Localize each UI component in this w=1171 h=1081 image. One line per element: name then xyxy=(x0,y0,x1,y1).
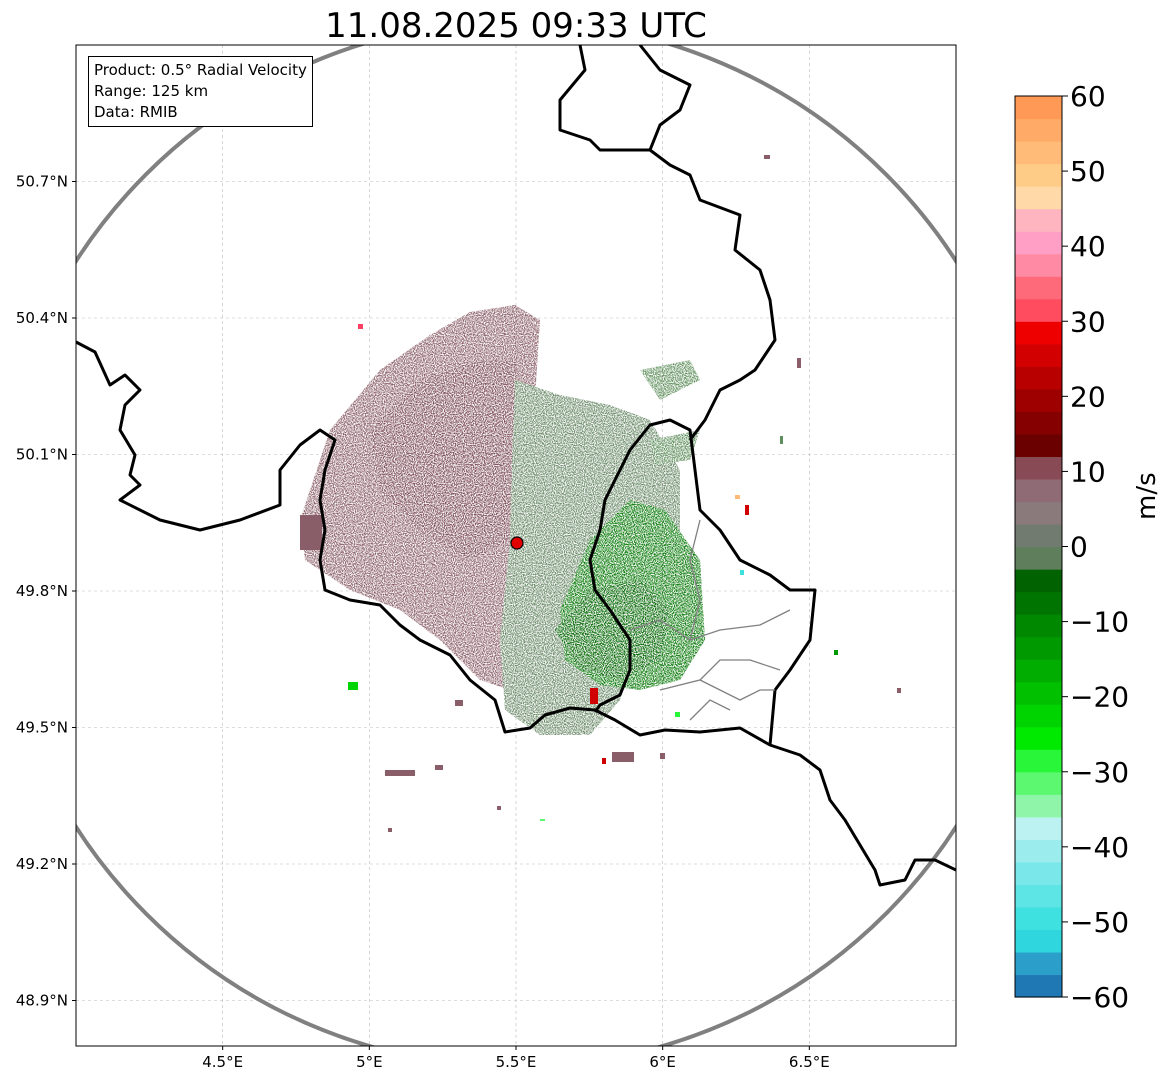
receding-echo-core xyxy=(370,360,520,560)
country-border-germany-north xyxy=(638,45,692,151)
colorbar-segment xyxy=(1015,794,1062,818)
colorbar-segment xyxy=(1015,726,1062,750)
country-border-luxembourg-west xyxy=(588,479,632,713)
colorbar-segment xyxy=(1015,366,1062,390)
radar-site-marker xyxy=(510,536,524,550)
lat-tick-label: 50.1°N xyxy=(16,446,68,464)
colorbar-segment xyxy=(1015,951,1062,976)
lon-tick-label: 5.5°E xyxy=(496,1053,537,1071)
colorbar-segment xyxy=(1015,298,1062,322)
colorbar-segment xyxy=(1015,321,1062,345)
colorbar-segment xyxy=(1015,253,1062,277)
product-label: Product: 0.5° Radial Velocity xyxy=(94,61,307,79)
approaching-echo-core xyxy=(555,580,670,680)
colorbar-segment xyxy=(1015,276,1062,300)
colorbar-segment xyxy=(1015,501,1062,525)
lat-tick-label: 49.5°N xyxy=(16,719,68,737)
country-border-belgium-france xyxy=(76,340,956,887)
colorbar-segment xyxy=(1015,118,1062,142)
map-content xyxy=(76,45,956,1046)
colorbar-tick-label: −30 xyxy=(1070,756,1129,789)
lon-tick-label: 6°E xyxy=(649,1053,676,1071)
colorbar-segment xyxy=(1015,591,1062,615)
colorbar-segment xyxy=(1015,569,1062,593)
colorbar-segment xyxy=(1015,546,1062,570)
page-title: 11.08.2025 09:33 UTC xyxy=(325,6,707,46)
isolated-echoes xyxy=(300,155,901,832)
colorbar-tick-label: −50 xyxy=(1070,906,1129,939)
colorbar-segment xyxy=(1015,906,1062,931)
country-border-luxembourg xyxy=(613,418,817,746)
colorbar-segment xyxy=(1015,636,1062,660)
colorbar-segment xyxy=(1015,974,1062,998)
latitude-axis: 50.7°N 50.4°N 50.1°N 49.8°N 49.5°N 49.2°N 48.9… xyxy=(16,173,76,1010)
lon-tick-label: 6.5°E xyxy=(789,1053,830,1071)
colorbar-segment xyxy=(1015,456,1062,480)
lat-tick-label: 50.7°N xyxy=(16,173,68,191)
data-source-label: Data: RMIB xyxy=(94,103,178,121)
velocity-echo-field xyxy=(300,305,705,735)
colorbar-segment xyxy=(1015,861,1062,885)
colorbar-tick-label: −60 xyxy=(1070,981,1129,1014)
colorbar-segment xyxy=(1015,163,1062,187)
colorbar-segment xyxy=(1015,411,1062,435)
colorbar-tick-label: −20 xyxy=(1070,681,1129,714)
colorbar-tick-label: 50 xyxy=(1070,155,1106,188)
colorbar-segment xyxy=(1015,659,1062,683)
colorbar-segment xyxy=(1015,186,1062,210)
colorbar-segment xyxy=(1015,681,1062,705)
colorbar-segment xyxy=(1015,929,1062,953)
colorbar-segment xyxy=(1015,884,1062,908)
colorbar-tick-label: 60 xyxy=(1070,80,1106,113)
lat-tick-label: 48.9°N xyxy=(16,992,68,1010)
range-label: Range: 125 km xyxy=(94,82,209,100)
colorbar-segment xyxy=(1015,141,1062,165)
canton-boundaries xyxy=(629,519,791,721)
lat-tick-label: 49.8°N xyxy=(16,582,68,600)
longitude-axis: 4.5°E 5°E 5.5°E 6°E 6.5°E xyxy=(202,1046,830,1071)
colorbar-tick-label: 0 xyxy=(1070,531,1088,564)
colorbar-segment xyxy=(1015,433,1062,457)
colorbar-segment xyxy=(1015,614,1062,638)
colorbar-segment xyxy=(1015,343,1062,367)
colorbar-tick-label: 20 xyxy=(1070,380,1106,413)
lat-tick-label: 49.2°N xyxy=(16,855,68,873)
colorbar-unit-label: m/s xyxy=(1132,472,1162,520)
colorbar-segment xyxy=(1015,208,1062,232)
colorbar-tick-label: 30 xyxy=(1070,305,1106,338)
product-info-box: Product: 0.5° Radial Velocity Range: 125… xyxy=(88,56,313,127)
lat-tick-label: 50.4°N xyxy=(16,309,68,327)
colorbar-segment xyxy=(1015,388,1062,412)
colorbar-tick-label: 10 xyxy=(1070,455,1106,488)
country-border-germany xyxy=(558,45,777,441)
lon-tick-label: 4.5°E xyxy=(202,1053,243,1071)
colorbar-segment xyxy=(1015,478,1062,503)
colorbar-segment xyxy=(1015,749,1062,773)
lon-tick-label: 5°E xyxy=(356,1053,383,1071)
colorbar-segment xyxy=(1015,523,1062,548)
colorbar-tick-label: −40 xyxy=(1070,831,1129,864)
colorbar-segment xyxy=(1015,96,1062,120)
colorbar-segment xyxy=(1015,839,1062,863)
colorbar-segment xyxy=(1015,816,1062,840)
colorbar-tick-label: −10 xyxy=(1070,606,1129,639)
velocity-colorbar: 60 50 40 30 20 10 0 −10 −20 −30 −40 −50 −60 xyxy=(1014,80,1129,1014)
approaching-echo-spots xyxy=(640,360,700,465)
colorbar-segment xyxy=(1015,771,1062,795)
colorbar-segment xyxy=(1015,704,1062,728)
colorbar-segment xyxy=(1015,231,1062,255)
colorbar-tick-label: 40 xyxy=(1070,230,1106,263)
